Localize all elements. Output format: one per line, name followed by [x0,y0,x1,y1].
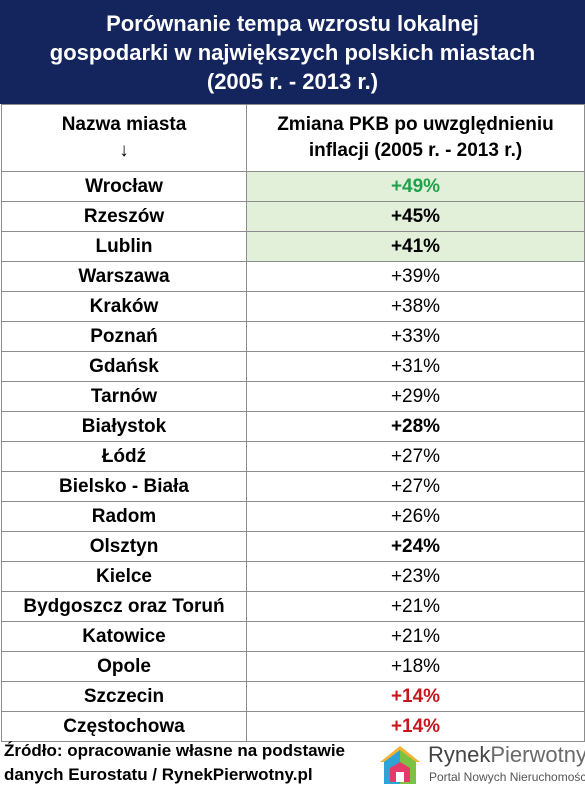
city-name: Szczecin [1,681,247,712]
logo-brand-name: RynekPierwotny [428,742,585,768]
city-name: Bydgoszcz oraz Toruń [1,591,247,622]
city-name: Katowice [1,621,247,652]
table-row: Lublin +41% [1,231,585,262]
column-header-gdp-line-1: Zmiana PKB po uwzględnieniu [277,114,554,135]
gdp-change-value: +21% [246,591,585,622]
logo-tagline: Portal Nowych Nieruchomości [429,770,585,784]
table-row: Bielsko - Biała +27% [1,471,585,502]
table-row: Częstochowa +14% [1,711,585,742]
source-line-2: danych Eurostatu / RynekPierwotny.pl [4,765,313,784]
gdp-change-value: +14% [246,681,585,712]
house-logo-icon [380,746,420,784]
title-line-2: gospodarki w największych polskich miast… [49,40,536,65]
city-name: Poznań [1,321,247,352]
table-row: Olsztyn +24% [1,531,585,562]
logo-brand-part-2: Pierwotny [490,742,585,767]
gdp-change-value: +27% [246,441,585,472]
city-name: Olsztyn [1,531,247,562]
gdp-change-value: +14% [246,711,585,742]
table-row: Katowice +21% [1,621,585,652]
table-row: Tarnów +29% [1,381,585,412]
city-name: Częstochowa [1,711,247,742]
gdp-change-value: +26% [246,501,585,532]
city-name: Bielsko - Biała [1,471,247,502]
rynekpierwotny-logo: RynekPierwotny Portal Nowych Nieruchomoś… [376,742,585,788]
gdp-change-value: +41% [246,231,585,262]
table-row: Łódź +27% [1,441,585,472]
table-row: Opole +18% [1,651,585,682]
table-row: Poznań +33% [1,321,585,352]
table-row: Szczecin +14% [1,681,585,712]
table-row: Rzeszów +45% [1,201,585,232]
table-row: Białystok +28% [1,411,585,442]
gdp-change-value: +45% [246,201,585,232]
column-header-gdp-change: Zmiana PKB po uwzględnieniu inflacji (20… [246,104,585,172]
page-title: Porównanie tempa wzrostu lokalnej gospod… [0,0,585,104]
title-line-3: (2005 r. - 2013 r.) [206,69,379,94]
gdp-change-value: +28% [246,411,585,442]
gdp-growth-table: Nazwa miasta ↓ Zmiana PKB po uwzględnien… [1,104,585,742]
city-name: Opole [1,651,247,682]
gdp-change-value: +21% [246,621,585,652]
gdp-change-value: +18% [246,651,585,682]
city-name: Tarnów [1,381,247,412]
table-header-row: Nazwa miasta ↓ Zmiana PKB po uwzględnien… [1,104,585,172]
gdp-change-value: +29% [246,381,585,412]
city-name: Warszawa [1,261,247,292]
table-row: Bydgoszcz oraz Toruń +21% [1,591,585,622]
column-header-city: Nazwa miasta ↓ [1,104,247,172]
city-name: Wrocław [1,171,247,202]
city-name: Kielce [1,561,247,592]
gdp-change-value: +24% [246,531,585,562]
title-line-1: Porównanie tempa wzrostu lokalnej [106,11,479,36]
table-row: Gdańsk +31% [1,351,585,382]
table-row: Wrocław +49% [1,171,585,202]
city-name: Kraków [1,291,247,322]
gdp-change-value: +27% [246,471,585,502]
city-name: Gdańsk [1,351,247,382]
gdp-change-value: +49% [246,171,585,202]
city-name: Białystok [1,411,247,442]
gdp-change-value: +39% [246,261,585,292]
table-row: Kraków +38% [1,291,585,322]
table-row: Radom +26% [1,501,585,532]
table-row: Warszawa +39% [1,261,585,292]
column-header-city-label: Nazwa miasta [61,114,187,135]
source-line-1: Źródło: opracowanie własne na podstawie [4,741,346,760]
source-note: Źródło: opracowanie własne na podstawie … [4,739,345,787]
city-name: Lublin [1,231,247,262]
city-name: Łódź [1,441,247,472]
gdp-change-value: +31% [246,351,585,382]
logo-brand-part-1: Rynek [428,742,491,767]
column-header-gdp-line-2: inflacji (2005 r. - 2013 r.) [308,140,523,161]
gdp-change-value: +23% [246,561,585,592]
down-arrow-icon: ↓ [119,140,129,161]
city-name: Radom [1,501,247,532]
gdp-change-value: +33% [246,321,585,352]
gdp-change-value: +38% [246,291,585,322]
table-row: Kielce +23% [1,561,585,592]
city-name: Rzeszów [1,201,247,232]
